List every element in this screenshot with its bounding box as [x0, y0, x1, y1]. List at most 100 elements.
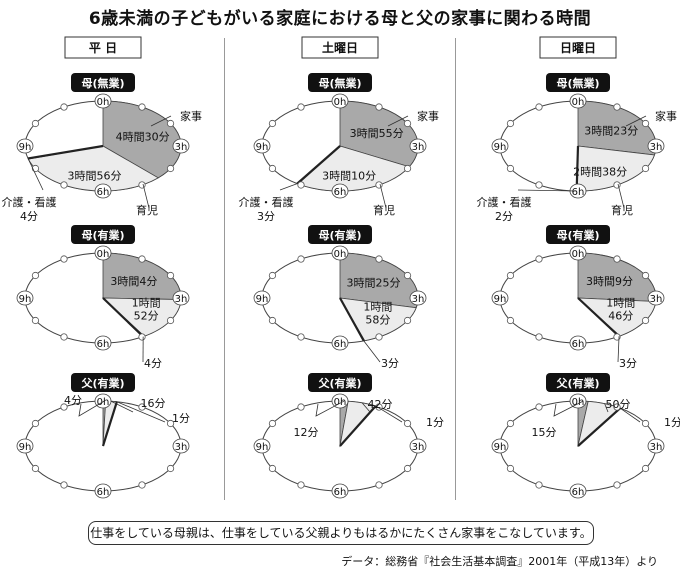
hour-label: 3h	[175, 294, 188, 305]
value-label-ikuji: 2時間38分	[573, 166, 627, 179]
hour-dot	[60, 255, 68, 263]
hour-dot	[166, 464, 175, 473]
hour-label: 6h	[572, 187, 585, 198]
hour-dot	[268, 164, 277, 173]
value-label-ikuji: 1時間 52分	[132, 296, 161, 322]
hour-badge	[331, 93, 349, 109]
pie-title: 父(有業)	[80, 376, 124, 390]
value-label-kaji: 3時間25分	[346, 277, 400, 290]
hour-dot	[60, 333, 68, 341]
hour-dot	[297, 103, 305, 111]
hour-dot	[138, 333, 146, 341]
hour-dot	[613, 181, 621, 189]
callout-line	[375, 405, 403, 423]
callout-ikuji: 育児	[136, 203, 158, 217]
value-label-kaji: 15分	[532, 426, 557, 439]
hour-dot	[403, 271, 412, 280]
pie-title: 母(有業)	[81, 228, 124, 242]
hour-dot	[31, 316, 40, 325]
hour-badge	[16, 290, 34, 306]
value-label-ikuji: 1時間 46分	[606, 297, 635, 323]
hour-dot	[268, 464, 277, 473]
hour-dot	[613, 103, 621, 111]
callout-line	[619, 407, 641, 423]
slice-kaigo	[102, 297, 144, 338]
slice-kaigo	[339, 297, 365, 342]
column-divider	[224, 38, 225, 500]
slice-kaigo	[575, 145, 580, 192]
callout-line	[553, 400, 584, 417]
hour-dot	[60, 103, 68, 111]
hour-dot	[166, 164, 175, 173]
hour-label: 3h	[412, 294, 425, 305]
hour-label: 9h	[494, 442, 507, 453]
slice-ikuji	[339, 297, 417, 342]
hour-badge	[647, 138, 665, 154]
hour-dot	[403, 419, 412, 428]
value-label-ikuji: 16分	[141, 397, 166, 410]
hour-dot	[535, 103, 543, 111]
hour-dot	[60, 181, 68, 189]
hour-badge	[331, 335, 349, 351]
hour-dot	[641, 419, 650, 428]
callout-line	[315, 400, 345, 417]
hour-badge	[172, 138, 190, 154]
hour-dot	[403, 464, 412, 473]
hour-label: 0h	[334, 249, 347, 260]
hour-dot	[375, 181, 383, 189]
hour-label: 0h	[97, 97, 110, 108]
hour-dot	[613, 481, 621, 489]
pie-title: 母(無業)	[81, 76, 124, 90]
hour-dot	[641, 119, 650, 128]
callout-kaji: 家事	[417, 109, 439, 123]
hour-badge	[491, 290, 509, 306]
page-title: 6歳未満の子どもがいる家庭における母と父の家事に関わる時間	[88, 9, 592, 29]
column-header-label: 日曜日	[560, 41, 596, 55]
hour-dot	[166, 316, 175, 325]
hour-dot	[535, 181, 543, 189]
value-label-ikuji: 42分	[368, 398, 393, 411]
hour-dot	[268, 316, 277, 325]
hour-dot	[60, 481, 68, 489]
value-label-kaigo: 3分	[257, 210, 275, 223]
hour-dot	[403, 316, 412, 325]
slice-kaigo	[101, 401, 118, 447]
callout-kaji: 家事	[655, 109, 677, 123]
hour-dot	[403, 119, 412, 128]
hour-badge	[94, 245, 112, 261]
hour-label: 6h	[334, 339, 347, 350]
slice-kaigo	[27, 144, 104, 160]
column-header-box	[64, 36, 142, 59]
hour-dot	[535, 333, 543, 341]
pie-title: 母(無業)	[556, 76, 599, 90]
hour-dot	[268, 119, 277, 128]
callout-line	[617, 336, 620, 363]
hour-dot	[403, 164, 412, 173]
pie-title-box	[546, 225, 610, 244]
hour-dot	[375, 481, 383, 489]
hour-label: 3h	[650, 142, 663, 153]
hour-label: 6h	[97, 487, 110, 498]
hour-badge	[409, 138, 427, 154]
hour-dot	[166, 419, 175, 428]
hour-dot	[506, 419, 515, 428]
hour-badge	[569, 483, 587, 499]
value-label-ikuji: 50分	[606, 398, 631, 411]
hour-badge	[569, 335, 587, 351]
slice-kaigo	[577, 407, 621, 447]
hour-badge	[569, 393, 587, 409]
hour-label: 0h	[97, 397, 110, 408]
hour-dot	[138, 403, 146, 411]
hour-dot	[375, 333, 383, 341]
hour-dot	[138, 255, 146, 263]
hour-label: 3h	[650, 294, 663, 305]
value-label-kaji: 12分	[294, 426, 319, 439]
hour-dot	[138, 103, 146, 111]
value-label-ikuji: 3時間10分	[322, 170, 376, 183]
hour-badge	[331, 183, 349, 199]
hour-dot	[506, 119, 515, 128]
pie-title-box	[71, 73, 135, 92]
hour-dot	[641, 464, 650, 473]
hour-label: 9h	[494, 294, 507, 305]
